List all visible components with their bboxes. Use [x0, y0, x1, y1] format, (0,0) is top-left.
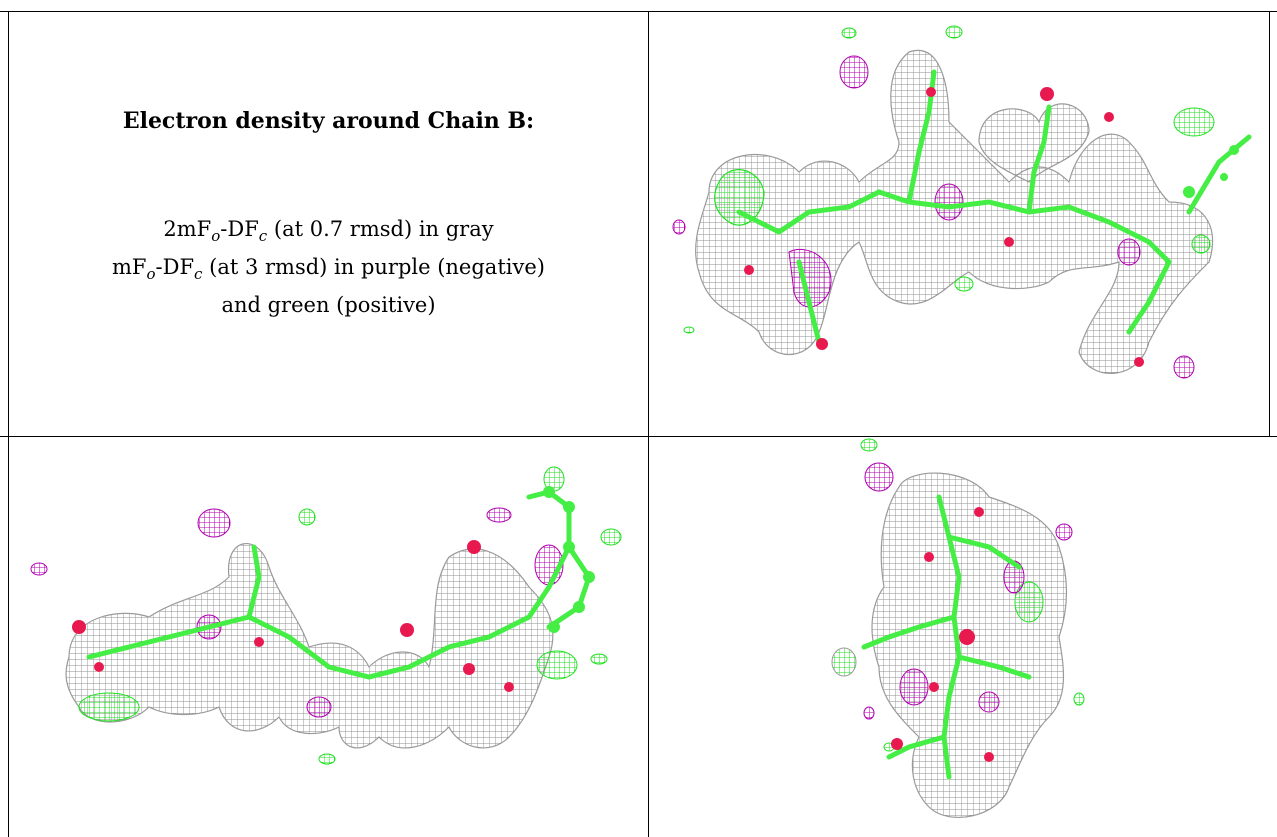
- density-view-bottom-right: [649, 437, 1277, 837]
- purple-negative-density: [863, 462, 1073, 720]
- atomic-model-sticks: [736, 69, 1252, 345]
- oxygen-atoms: [891, 507, 994, 762]
- table-column-divider: [648, 11, 649, 837]
- caption-description: 2mFo-DFc (at 0.7 rmsd) in gray mFo-DFc (…: [9, 214, 648, 321]
- density-view-bottom-left: [9, 437, 648, 837]
- table-border-top: [0, 11, 1277, 12]
- caption-line-colors: and green (positive): [221, 293, 436, 318]
- oxygen-atoms: [744, 87, 1144, 367]
- table-border-left: [8, 11, 9, 837]
- gray-mesh-blob: [871, 472, 1068, 818]
- caption-cell: Electron density around Chain B: 2mFo-DF…: [9, 12, 648, 436]
- table-border-right: [1269, 11, 1270, 437]
- density-image-2: [30, 466, 622, 765]
- caption-line-2mfo: 2mFo-DFc (at 0.7 rmsd) in gray: [163, 217, 494, 246]
- atomic-model-sticks: [861, 494, 1032, 780]
- model-green-atoms: [1183, 145, 1239, 198]
- green-positive-density: [831, 438, 1085, 752]
- oxygen-atoms: [72, 540, 514, 692]
- density-image-3: [831, 438, 1085, 818]
- density-view-top-right: [649, 12, 1269, 436]
- table-row-divider: [0, 436, 1277, 437]
- model-green-atoms: [543, 486, 595, 633]
- density-image-1: [672, 25, 1252, 379]
- green-positive-density: [78, 466, 622, 765]
- caption-line-mfo: mFo-DFc (at 3 rmsd) in purple (negative): [112, 255, 545, 284]
- green-positive-density: [683, 25, 1215, 334]
- caption-title: Electron density around Chain B:: [122, 108, 535, 134]
